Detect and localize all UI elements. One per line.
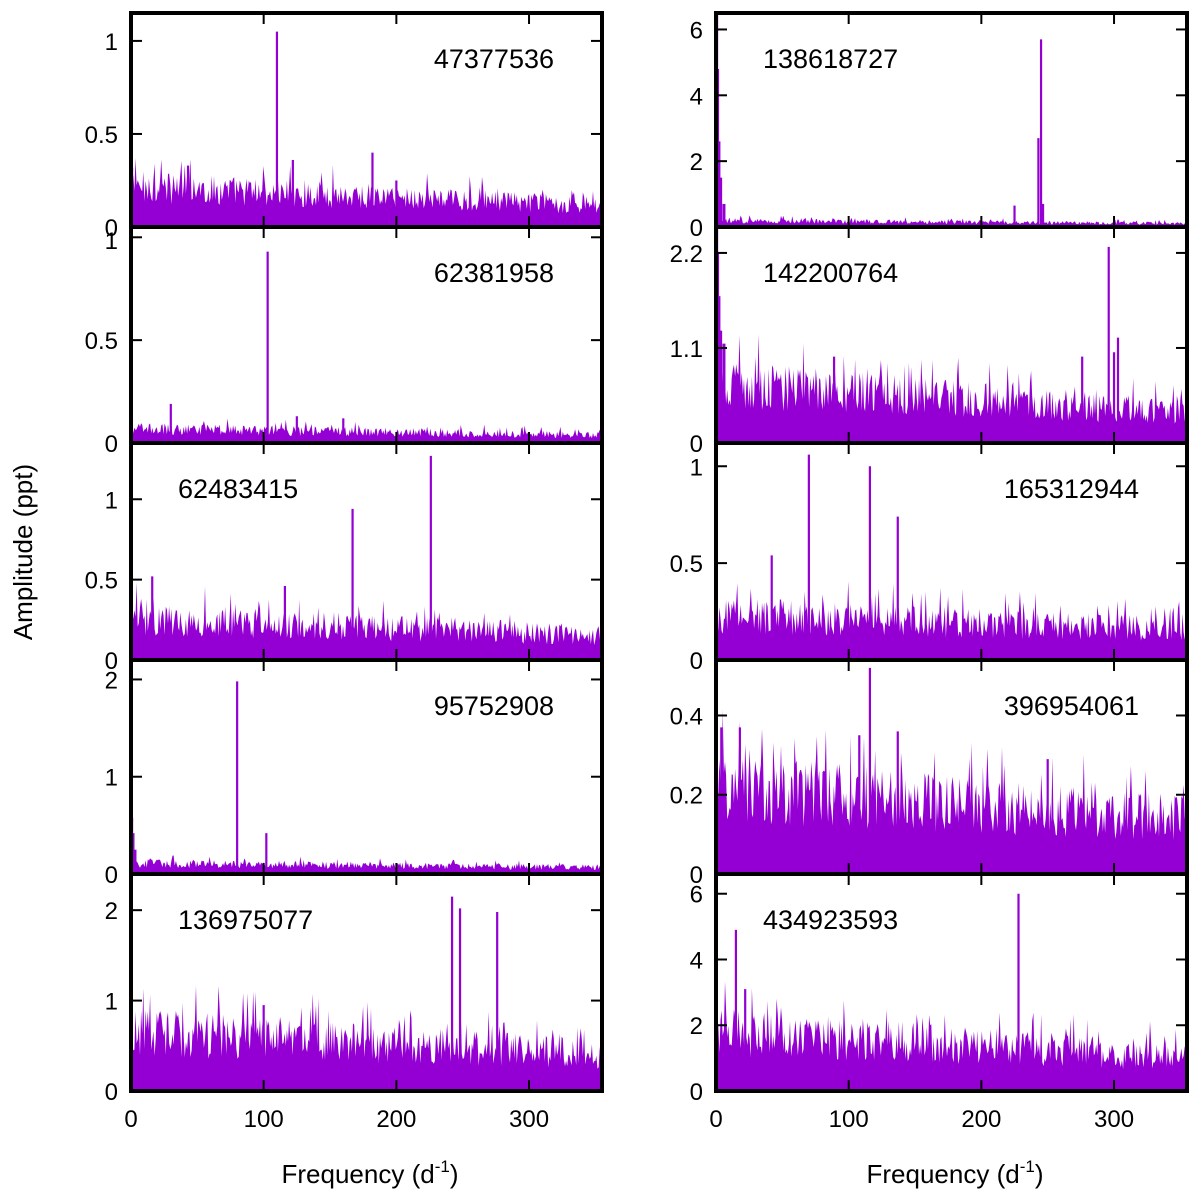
x-tick-label: 0 <box>124 1106 137 1133</box>
panel-label: 62381958 <box>434 258 554 288</box>
x-axis-title-left: Frequency (d-1) <box>282 1157 459 1189</box>
y-tick-label: 0.5 <box>85 568 118 595</box>
noise-floor <box>716 334 1187 443</box>
y-tick-label: 0.4 <box>670 703 703 730</box>
y-tick-label: 1 <box>105 228 118 255</box>
plot-area <box>131 455 602 660</box>
y-tick-label: 1 <box>105 487 118 514</box>
x-tick-label: 200 <box>376 1106 416 1133</box>
x-axis-title-left-sup: -1 <box>435 1157 450 1176</box>
y-tick-label: 2.2 <box>670 241 703 268</box>
y-tick-label: 0.2 <box>670 783 703 810</box>
x-tick-label: 100 <box>829 1106 869 1133</box>
y-tick-label: 2 <box>105 667 118 694</box>
y-axis-title: Amplitude (ppt) <box>8 464 38 640</box>
y-tick-label: 4 <box>690 947 703 974</box>
panel-frame <box>129 872 604 1093</box>
noise-floor <box>131 582 602 660</box>
plot-area <box>131 896 602 1091</box>
panel-165312944: 0 0.5 1 165312944 <box>670 441 1189 675</box>
y-tick-label: 1.1 <box>670 336 703 363</box>
y-tick-label: 0 <box>105 431 118 458</box>
plot-area <box>716 893 1187 1091</box>
panel-label: 142200764 <box>763 258 898 288</box>
panel-label: 95752908 <box>434 691 554 721</box>
y-tick-label: 0 <box>690 862 703 889</box>
panel-label: 47377536 <box>434 44 554 74</box>
y-tick-label: 2 <box>690 1013 703 1040</box>
x-axis-title-left-close: ) <box>450 1159 459 1189</box>
noise-floor <box>131 853 602 874</box>
panel-label: 434923593 <box>763 905 898 935</box>
y-tick-label: 2 <box>105 898 118 925</box>
y-tick-label: 0.5 <box>85 328 118 355</box>
x-axis-title-right-close: ) <box>1035 1159 1044 1189</box>
y-tick-label: 0.5 <box>670 551 703 578</box>
y-tick-label: 0 <box>105 648 118 675</box>
panel-138618727: 0 2 4 6 138618727 <box>690 11 1189 242</box>
y-tick-label: 0 <box>690 648 703 675</box>
y-tick-label: 0 <box>690 1079 703 1106</box>
y-tick-label: 1 <box>105 29 118 56</box>
noise-floor <box>716 215 1187 227</box>
panel-label: 136975077 <box>178 905 313 935</box>
y-tick-label: 2 <box>690 149 703 176</box>
panel-62381958: 0 0.5 1 62381958 <box>85 225 604 458</box>
noise-floor <box>131 418 602 443</box>
panel-396954061: 0 0.2 0.4 396954061 <box>670 658 1189 889</box>
panel-434923593: 0 2 4 6 434923593 0 100 200 300 <box>690 872 1189 1133</box>
plot-area <box>716 454 1187 660</box>
noise-floor <box>131 985 602 1091</box>
panel-142200764: 0 1.1 2.2 142200764 <box>670 225 1189 458</box>
y-tick-label: 6 <box>690 17 703 44</box>
y-tick-label: 1 <box>105 989 118 1016</box>
panel-frame <box>714 872 1189 1093</box>
x-axis-title-right-main: Frequency (d <box>867 1159 1020 1189</box>
noise-floor <box>716 581 1187 660</box>
x-axis-title-right-sup: -1 <box>1020 1157 1035 1176</box>
panel-label: 396954061 <box>1004 691 1139 721</box>
plot-area <box>716 667 1187 874</box>
x-tick-label: 0 <box>709 1106 722 1133</box>
noise-floor <box>131 157 602 227</box>
y-tick-label: 1 <box>105 765 118 792</box>
x-tick-label: 100 <box>244 1106 284 1133</box>
y-tick-label: 6 <box>690 882 703 909</box>
x-tick-label: 300 <box>509 1106 549 1133</box>
y-tick-label: 0 <box>690 431 703 458</box>
panel-label: 138618727 <box>763 44 898 74</box>
y-tick-label: 0.5 <box>85 122 118 149</box>
x-tick-label: 300 <box>1094 1106 1134 1133</box>
noise-floor <box>716 981 1187 1091</box>
y-tick-label: 1 <box>690 454 703 481</box>
panel-95752908: 0 1 2 95752908 <box>105 658 604 889</box>
y-tick-label: 0 <box>105 1079 118 1106</box>
x-axis-title-right: Frequency (d-1) <box>867 1157 1044 1189</box>
y-tick-label: 4 <box>690 83 703 110</box>
y-tick-label: 0 <box>105 215 118 242</box>
panel-47377536: 0 0.5 1 47377536 <box>85 11 604 242</box>
x-tick-label: 200 <box>961 1106 1001 1133</box>
panel-136975077: 0 1 2 136975077 0 100 200 300 <box>105 872 604 1133</box>
panel-62483415: 0 0.5 1 62483415 <box>85 441 604 675</box>
y-tick-label: 0 <box>105 862 118 889</box>
noise-floor <box>716 709 1187 874</box>
plot-area <box>131 251 602 443</box>
panel-label: 62483415 <box>178 474 298 504</box>
y-tick-label: 0 <box>690 215 703 242</box>
x-axis-title-left-main: Frequency (d <box>282 1159 435 1189</box>
panel-label: 165312944 <box>1004 474 1139 504</box>
